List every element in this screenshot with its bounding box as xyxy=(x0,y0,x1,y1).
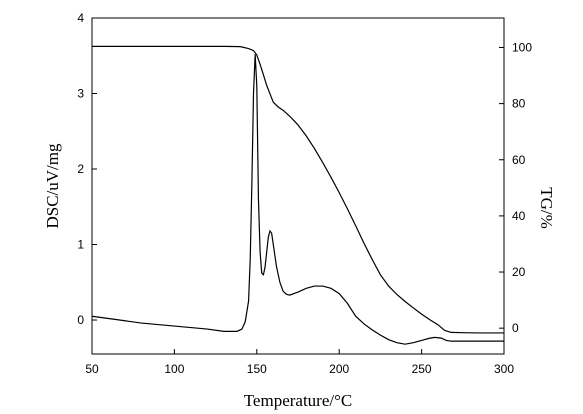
left-y-tick-label: 2 xyxy=(77,162,84,176)
right-axis-title: TG/% xyxy=(537,187,556,229)
right-y-tick-label: 20 xyxy=(512,265,526,279)
x-tick-label: 150 xyxy=(247,362,267,376)
left-axis-title: DSC/uV/mg xyxy=(43,143,62,229)
left-y-tick-label: 0 xyxy=(77,313,84,327)
left-y-tick-label: 1 xyxy=(77,238,84,252)
tg-series-line xyxy=(92,45,504,334)
right-y-tick-label: 80 xyxy=(512,97,526,111)
right-y-tick-label: 100 xyxy=(512,40,532,54)
x-tick-label: 300 xyxy=(494,362,514,376)
right-y-tick-label: 40 xyxy=(512,209,526,223)
dsc-series-line xyxy=(91,54,504,345)
x-tick-label: 100 xyxy=(164,362,184,376)
left-y-tick-label: 3 xyxy=(77,87,84,101)
x-tick-label: 50 xyxy=(85,362,99,376)
x-tick-label: 200 xyxy=(329,362,349,376)
plot-frame xyxy=(91,17,505,355)
left-y-tick-label: 4 xyxy=(77,11,84,25)
right-y-tick-label: 60 xyxy=(512,153,526,167)
series-layer xyxy=(91,45,504,345)
x-axis-title: Temperature/°C xyxy=(244,391,353,410)
right-y-tick-label: 0 xyxy=(512,321,519,335)
x-tick-label: 250 xyxy=(412,362,432,376)
